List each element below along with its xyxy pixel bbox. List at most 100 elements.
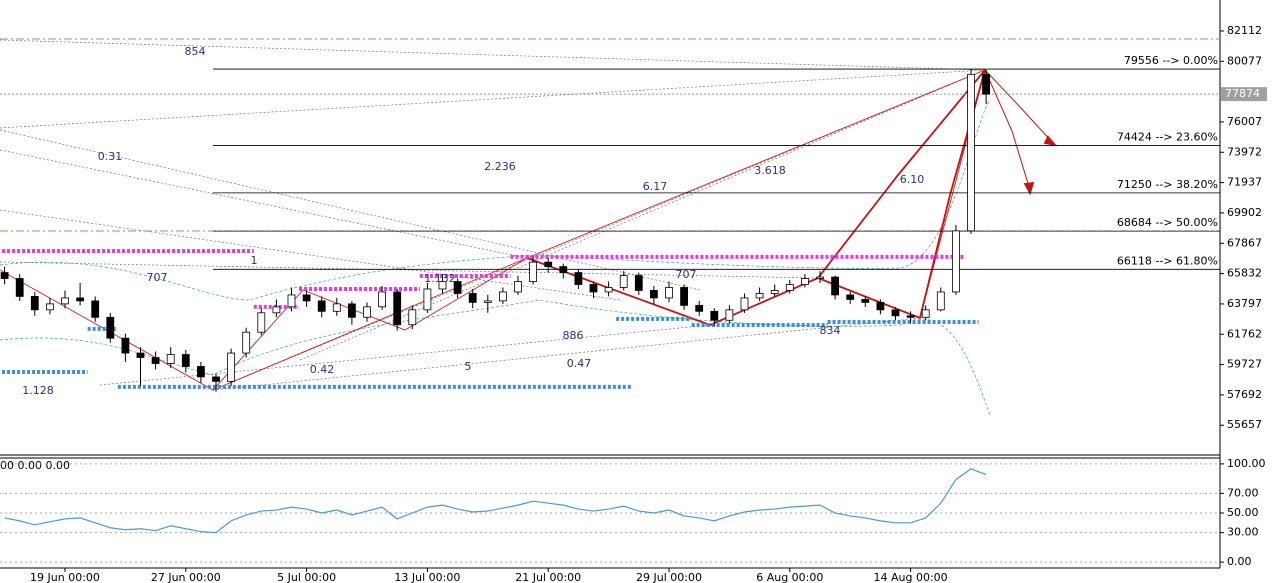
fan-line — [212, 317, 921, 391]
candle-body — [529, 261, 537, 282]
y-tick-label: 50.00 — [1227, 506, 1259, 519]
candle-body — [891, 309, 900, 317]
x-tick-label: 6 Aug 00:00 — [756, 571, 823, 583]
annotation: 1 — [251, 254, 258, 267]
candle-body — [619, 275, 628, 288]
candle-body — [816, 276, 824, 279]
pattern-line — [212, 257, 528, 391]
rsi-line — [4, 468, 987, 534]
candle-body — [15, 278, 24, 297]
candle-body — [544, 261, 553, 268]
candle-body — [91, 300, 100, 318]
candle-body — [634, 275, 643, 291]
annotation: 1.128 — [22, 384, 54, 397]
candle-body — [982, 73, 990, 95]
candle-body — [770, 290, 779, 294]
annotation: 6.10 — [900, 173, 925, 186]
candle-body — [76, 297, 84, 302]
y-tick-label: 82112 — [1227, 24, 1262, 37]
candle-body — [363, 306, 371, 318]
candle-body — [347, 303, 356, 318]
candle-body — [121, 337, 130, 354]
candle-body — [166, 354, 175, 364]
candle-body — [317, 300, 326, 312]
price-tag — [1221, 87, 1267, 102]
candle-body — [695, 304, 704, 312]
y-tick-label: 55657 — [1227, 418, 1262, 431]
y-tick-label: 80077 — [1227, 54, 1262, 67]
y-tick-label: 30.00 — [1227, 526, 1259, 539]
candle-body — [650, 290, 658, 299]
annotation: 5 — [465, 360, 472, 373]
x-tick-label: 21 Jul 00:00 — [515, 571, 581, 583]
candle-body — [921, 309, 930, 318]
y-tick-label: 59727 — [1227, 358, 1262, 371]
price-tag-label: 77874 — [1225, 87, 1260, 100]
y-tick-label: 100.00 — [1227, 457, 1266, 470]
annotation: 0.47 — [567, 357, 592, 370]
y-tick-label: 65832 — [1227, 267, 1262, 280]
annotation: 1.132 — [424, 272, 456, 285]
candle-body — [483, 300, 492, 303]
candle-body — [846, 294, 855, 300]
x-tick-label: 14 Aug 00:00 — [874, 571, 948, 583]
annotation: 834 — [820, 324, 841, 337]
fib-label: 66118 --> 61.80% — [1117, 254, 1218, 267]
candle-body — [272, 306, 281, 314]
annotation: 0.42 — [310, 363, 335, 376]
fan-line — [212, 69, 986, 391]
candle-body — [332, 303, 341, 312]
y-tick-label: 0.00 — [1227, 555, 1252, 568]
candle-body — [861, 299, 870, 303]
fib-label: 71250 --> 38.20% — [1117, 178, 1218, 191]
decor — [0, 0, 1221, 569]
candle-body — [393, 291, 402, 326]
indicator-title: 00 0.00 0.00 — [0, 459, 70, 472]
candle-body — [680, 287, 688, 306]
band-line — [0, 299, 991, 416]
x-tick-label: 29 Jul 00:00 — [636, 571, 702, 583]
candle-body — [574, 272, 583, 285]
candle-body — [438, 281, 447, 290]
arrow-head — [1023, 135, 1058, 196]
projection — [984, 69, 1054, 144]
candle-body — [514, 281, 522, 293]
candle-body — [257, 312, 266, 333]
candle-body — [453, 281, 462, 294]
band-line — [0, 99, 991, 301]
candle-body — [61, 297, 69, 305]
candle-body — [559, 266, 568, 273]
candle-body — [106, 316, 115, 339]
candle-body — [302, 294, 311, 302]
candle-body — [831, 276, 839, 296]
candle-body — [46, 303, 54, 311]
fan-line — [99, 324, 711, 386]
y-tick-label: 70.00 — [1227, 486, 1259, 499]
projection — [984, 69, 1031, 191]
candle-body — [936, 291, 945, 311]
fan-line — [0, 69, 986, 129]
candle-body — [906, 315, 915, 318]
candle-body — [151, 357, 160, 364]
fib-label: 74424 --> 23.60% — [1117, 131, 1218, 144]
candle-body — [967, 73, 975, 232]
candle-body — [498, 291, 507, 302]
fan-line — [299, 69, 986, 361]
candle-body — [378, 291, 387, 308]
y-tick-label: 69902 — [1227, 206, 1262, 219]
fan-lines — [0, 39, 986, 391]
candle-body — [196, 366, 205, 378]
y-tick-label: 61762 — [1227, 327, 1262, 340]
y-tick-label: 63797 — [1227, 297, 1262, 310]
annotation: 886 — [563, 329, 584, 342]
candle-body — [468, 293, 477, 303]
candle-body — [604, 287, 613, 293]
annotation: 3.618 — [754, 164, 786, 177]
candle-body — [136, 352, 145, 358]
annotation: 6.17 — [643, 180, 668, 193]
candle-body — [0, 272, 9, 279]
annotation: 0.31 — [98, 150, 123, 163]
fan-line — [0, 39, 986, 71]
